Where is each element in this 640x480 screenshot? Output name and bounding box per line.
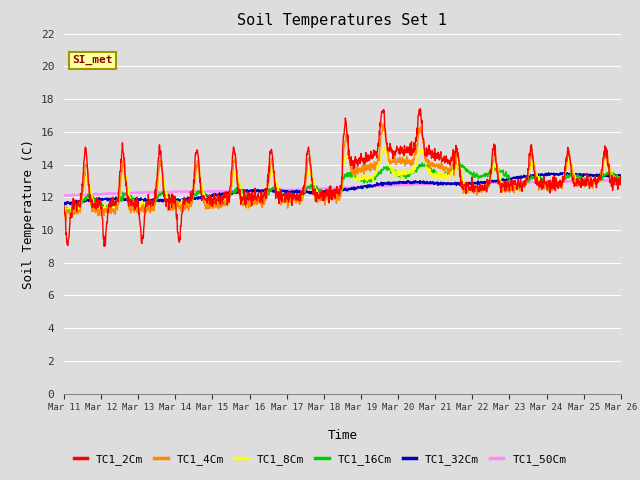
TC1_8Cm [60,209,68,215]
TC1_32Cm [502,177,509,182]
TC1_2Cm [429,152,437,158]
TC1_50Cm [551,179,559,185]
TC1_16Cm [429,170,437,176]
TC1_4Cm [63,218,70,224]
TC1_16Cm [171,199,179,205]
TC1_2Cm [417,106,424,111]
Line: TC1_8Cm: TC1_8Cm [64,148,621,214]
TC1_2Cm [60,202,68,208]
X-axis label: Time: Time [328,429,357,442]
TC1_8Cm [171,200,179,205]
TC1_16Cm [552,181,559,187]
TC1_16Cm [184,199,192,204]
Line: TC1_32Cm: TC1_32Cm [64,173,621,204]
TC1_8Cm [429,171,437,177]
TC1_4Cm [184,204,192,209]
Line: TC1_4Cm: TC1_4Cm [64,124,621,221]
TC1_32Cm [551,172,559,178]
TC1_50Cm [60,193,68,199]
TC1_8Cm [61,211,68,217]
TC1_2Cm [171,201,179,207]
Title: Soil Temperatures Set 1: Soil Temperatures Set 1 [237,13,447,28]
Line: TC1_2Cm: TC1_2Cm [64,108,621,246]
TC1_8Cm [246,196,254,202]
TC1_2Cm [502,187,510,192]
TC1_16Cm [617,178,625,184]
TC1_50Cm [429,181,437,187]
TC1_50Cm [184,189,192,195]
TC1_4Cm [380,121,387,127]
TC1_50Cm [617,177,625,182]
TC1_16Cm [60,206,68,212]
TC1_32Cm [60,200,68,206]
TC1_32Cm [617,173,625,179]
TC1_32Cm [559,170,566,176]
TC1_2Cm [617,174,625,180]
TC1_4Cm [171,203,179,208]
TC1_32Cm [184,197,192,203]
TC1_4Cm [617,179,625,184]
TC1_50Cm [246,188,254,193]
TC1_32Cm [67,202,74,207]
TC1_8Cm [380,145,388,151]
TC1_2Cm [100,243,108,249]
TC1_32Cm [171,197,179,203]
TC1_4Cm [246,200,254,206]
Line: TC1_50Cm: TC1_50Cm [64,180,621,196]
TC1_50Cm [615,177,623,182]
TC1_4Cm [552,182,559,188]
TC1_50Cm [171,188,179,194]
TC1_32Cm [246,187,254,193]
TC1_8Cm [184,200,192,205]
TC1_4Cm [502,183,510,189]
TC1_50Cm [67,193,75,199]
Y-axis label: Soil Temperature (C): Soil Temperature (C) [22,139,35,288]
TC1_8Cm [502,183,510,189]
TC1_16Cm [502,174,510,180]
TC1_50Cm [502,180,509,186]
Text: SI_met: SI_met [72,55,113,65]
TC1_2Cm [184,200,192,205]
TC1_2Cm [552,188,559,193]
TC1_32Cm [429,179,437,185]
TC1_4Cm [60,210,68,216]
TC1_4Cm [429,161,437,167]
TC1_16Cm [419,160,426,166]
TC1_2Cm [246,197,254,203]
Legend: TC1_2Cm, TC1_4Cm, TC1_8Cm, TC1_16Cm, TC1_32Cm, TC1_50Cm: TC1_2Cm, TC1_4Cm, TC1_8Cm, TC1_16Cm, TC1… [69,450,571,469]
TC1_16Cm [246,195,254,201]
Line: TC1_16Cm: TC1_16Cm [64,163,621,214]
TC1_8Cm [617,178,625,184]
TC1_8Cm [552,181,559,187]
TC1_16Cm [67,211,74,216]
